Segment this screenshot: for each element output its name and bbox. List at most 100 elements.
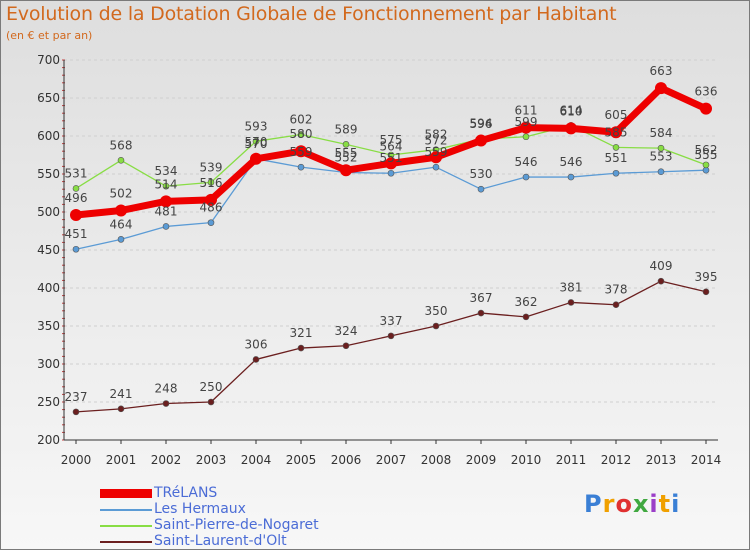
logo-letter: x <box>632 490 650 518</box>
data-label-nogaret: 593 <box>245 119 268 133</box>
data-label-olt: 381 <box>560 280 583 294</box>
legend-item-hermaux: Les Hermaux <box>100 501 400 518</box>
y-tick-label: 450 <box>37 243 60 257</box>
data-label-olt: 248 <box>155 382 178 396</box>
data-point-olt <box>477 309 485 317</box>
data-point-trelans <box>610 126 622 139</box>
data-label-trelans: 605 <box>605 108 628 122</box>
data-label-trelans: 580 <box>290 127 313 141</box>
data-label-trelans: 514 <box>155 177 178 191</box>
data-label-trelans: 663 <box>650 64 673 78</box>
x-tick-label: 2000 <box>61 453 92 467</box>
data-label-hermaux: 559 <box>290 145 313 159</box>
data-point-nogaret <box>702 161 710 169</box>
y-tick-label: 350 <box>37 319 60 333</box>
data-point-trelans <box>655 82 667 95</box>
y-tick-label: 300 <box>37 357 60 371</box>
legend-label-nogaret: Saint-Pierre-de-Nogaret <box>154 517 319 533</box>
data-label-olt: 237 <box>65 390 88 404</box>
logo-letter: i <box>649 490 659 518</box>
data-point-trelans <box>520 121 532 134</box>
data-point-trelans <box>70 209 82 222</box>
data-point-hermaux <box>432 163 440 171</box>
legend-item-olt: Saint-Laurent-d'Olt <box>100 533 400 550</box>
x-tick-label: 2014 <box>691 453 722 467</box>
x-tick-label: 2010 <box>511 453 542 467</box>
data-label-nogaret: 599 <box>515 115 538 129</box>
data-label-trelans: 636 <box>695 85 718 99</box>
data-label-hermaux: 546 <box>515 155 538 169</box>
data-label-nogaret: 596 <box>470 117 493 131</box>
logo-letter: r <box>602 490 616 518</box>
data-label-hermaux: 464 <box>110 217 133 231</box>
data-point-olt <box>72 408 80 416</box>
data-label-olt: 241 <box>110 387 133 401</box>
data-point-olt <box>297 344 305 352</box>
data-point-olt <box>342 342 350 350</box>
data-label-olt: 350 <box>425 304 448 318</box>
x-tick-label: 2005 <box>286 453 317 467</box>
data-label-olt: 409 <box>650 259 673 273</box>
data-point-olt <box>117 405 125 413</box>
data-point-nogaret <box>207 179 215 186</box>
legend-swatch-nogaret <box>100 525 152 527</box>
data-point-olt <box>657 277 665 285</box>
logo-letter: i <box>671 490 681 518</box>
proxiti-logo: Proxiti <box>584 490 680 518</box>
data-label-nogaret: 531 <box>65 166 88 180</box>
data-point-olt <box>162 400 170 407</box>
data-point-trelans <box>565 122 577 135</box>
data-point-hermaux <box>297 163 305 171</box>
data-point-nogaret <box>162 182 170 190</box>
x-tick-label: 2001 <box>106 453 137 467</box>
data-label-nogaret: 584 <box>650 126 673 140</box>
data-label-hermaux: 451 <box>65 227 88 241</box>
legend-item-nogaret: Saint-Pierre-de-Nogaret <box>100 517 400 534</box>
data-label-nogaret: 602 <box>290 112 313 126</box>
data-point-trelans <box>295 145 307 158</box>
data-point-olt <box>432 322 440 330</box>
data-point-hermaux <box>387 169 395 177</box>
legend-label-olt: Saint-Laurent-d'Olt <box>154 533 287 549</box>
data-point-trelans <box>340 164 352 177</box>
data-label-olt: 250 <box>200 380 223 394</box>
data-label-hermaux: 486 <box>200 201 223 215</box>
x-tick-label: 2008 <box>421 453 452 467</box>
y-tick-label: 550 <box>37 167 60 181</box>
data-label-nogaret: 562 <box>695 143 718 157</box>
data-point-trelans <box>250 152 262 165</box>
logo-letter: t <box>658 490 672 518</box>
data-point-olt <box>702 288 710 296</box>
data-point-hermaux <box>207 219 215 226</box>
data-point-trelans <box>160 195 172 208</box>
data-label-trelans: 610 <box>560 104 583 118</box>
data-label-trelans: 555 <box>335 146 358 160</box>
data-label-olt: 306 <box>245 337 268 351</box>
data-label-hermaux: 481 <box>155 204 178 218</box>
data-label-hermaux: 530 <box>470 167 493 181</box>
data-label-hermaux: 553 <box>650 150 673 164</box>
logo-letter: o <box>615 490 633 518</box>
data-label-olt: 321 <box>290 326 313 340</box>
data-point-hermaux <box>612 169 620 177</box>
data-point-nogaret <box>342 141 350 148</box>
chart-title: Evolution de la Dotation Globale de Fonc… <box>6 3 617 25</box>
data-point-hermaux <box>162 223 170 230</box>
data-label-trelans: 496 <box>65 191 88 205</box>
data-label-olt: 337 <box>380 314 403 328</box>
x-tick-label: 2011 <box>556 453 587 467</box>
data-point-hermaux <box>657 168 665 176</box>
x-tick-label: 2004 <box>241 453 272 467</box>
legend-label-trelans: TRéLANS <box>154 485 218 501</box>
y-tick-label: 650 <box>37 91 60 105</box>
y-tick-label: 600 <box>37 129 60 143</box>
x-tick-label: 2012 <box>601 453 632 467</box>
legend-label-hermaux: Les Hermaux <box>154 501 246 517</box>
legend-swatch-trelans <box>100 489 152 498</box>
data-label-trelans: 572 <box>425 133 448 147</box>
data-label-nogaret: 575 <box>380 133 403 147</box>
data-point-olt <box>207 398 215 406</box>
y-tick-label: 250 <box>37 395 60 409</box>
